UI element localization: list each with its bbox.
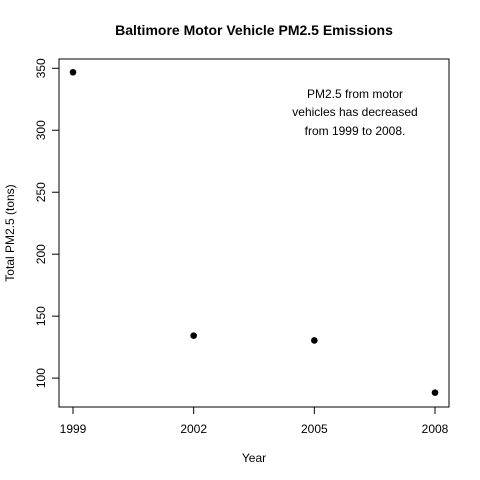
annotation-line-1: PM2.5 from motor — [307, 87, 403, 101]
y-axis: 100 150 200 250 300 350 — [34, 58, 59, 388]
x-tick-label: 2005 — [301, 422, 328, 436]
y-tick-label: 200 — [34, 244, 48, 264]
y-tick-label: 250 — [34, 182, 48, 202]
x-tick-label: 2002 — [180, 422, 207, 436]
data-point-1999 — [69, 68, 77, 76]
x-axis-label: Year — [242, 451, 266, 465]
chart-title: Baltimore Motor Vehicle PM2.5 Emissions — [115, 22, 393, 38]
data-points — [69, 68, 439, 396]
y-tick-label: 350 — [34, 58, 48, 78]
data-point-2002 — [190, 332, 197, 339]
plot-frame — [58, 58, 450, 408]
data-point-2008 — [431, 389, 439, 396]
y-tick-label: 300 — [34, 120, 48, 140]
data-point-2005 — [311, 337, 318, 344]
y-tick-label: 150 — [34, 306, 48, 326]
annotation-note: PM2.5 from motor vehicles has decreased … — [292, 87, 417, 138]
y-tick-label: 100 — [34, 368, 48, 388]
x-axis: 1999 2002 2005 2008 — [60, 407, 449, 436]
x-tick-label: 1999 — [60, 422, 87, 436]
annotation-line-2: vehicles has decreased — [292, 105, 417, 119]
y-axis-label: Total PM2.5 (tons) — [3, 184, 17, 281]
annotation-line-3: from 1999 to 2008. — [305, 124, 406, 138]
x-tick-label: 2008 — [422, 422, 449, 436]
